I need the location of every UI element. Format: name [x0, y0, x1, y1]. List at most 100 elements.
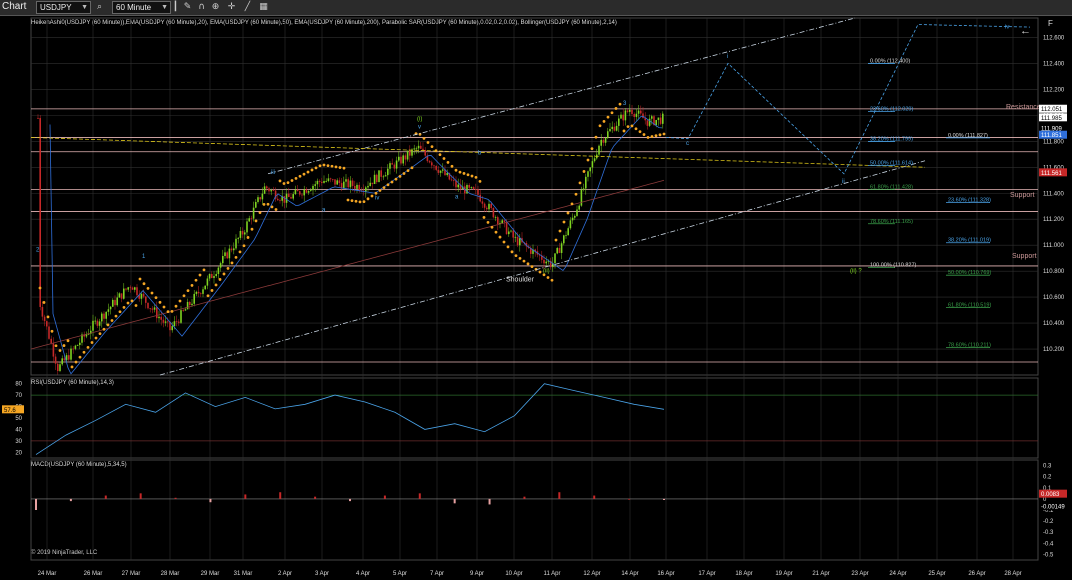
candle-body	[651, 116, 653, 119]
parabolic-sar-dot	[446, 161, 450, 164]
x-tick-label: 26 Mar	[84, 571, 103, 577]
wave-label: (i)	[417, 117, 422, 123]
wave-label: 2	[36, 248, 40, 254]
parabolic-sar-dot	[218, 278, 222, 281]
candle-body	[230, 248, 233, 251]
y-tick-label: 112.400	[1043, 61, 1065, 67]
x-tick-label: 14 Apr	[621, 571, 638, 577]
x-tick-label: 24 Mar	[38, 571, 57, 577]
drawing-tools-icon[interactable]: ╱	[244, 2, 251, 12]
candle-body	[70, 348, 72, 360]
parabolic-sar-dot	[618, 102, 622, 106]
parabolic-sar-dot	[74, 360, 78, 364]
candle-body	[167, 321, 169, 323]
parabolic-sar-dot	[274, 208, 278, 211]
candle-body	[200, 293, 202, 295]
candle-body	[74, 345, 77, 349]
candle-body	[325, 180, 327, 182]
candle-body	[338, 180, 341, 184]
back-arrow-icon[interactable]: ←	[1020, 25, 1031, 37]
candle-body	[563, 235, 565, 244]
ema-200-line	[30, 179, 665, 350]
candle-body	[281, 196, 283, 201]
candle-body	[268, 188, 270, 192]
fib-level-label: 38.20% (111.799)	[870, 136, 913, 142]
candle-body	[329, 178, 332, 180]
parabolic-sar-dot	[138, 277, 142, 281]
candle-body	[582, 188, 585, 190]
instrument-selector[interactable]: USDJPY ▼	[36, 1, 91, 14]
macd-y-tick-label: -0.5	[1043, 552, 1054, 558]
candle-body	[270, 190, 272, 192]
candle-body	[455, 180, 457, 188]
crosshair-icon[interactable]: ✛	[227, 2, 236, 12]
candle-body	[193, 293, 195, 304]
candle-body	[310, 190, 312, 192]
candle-body	[631, 109, 633, 115]
candle-body	[543, 259, 545, 264]
x-tick-label: 7 Apr	[430, 571, 444, 577]
parabolic-sar-dot	[614, 107, 618, 110]
candle-body	[497, 217, 499, 224]
candle-body	[208, 273, 211, 279]
parabolic-sar-dot	[270, 205, 274, 209]
candle-body	[228, 248, 231, 259]
parabolic-sar-dot	[394, 177, 398, 181]
candle-body	[442, 169, 444, 171]
parabolic-sar-dot	[410, 166, 414, 170]
y-tick-label: 111.400	[1043, 191, 1064, 197]
candle-body	[633, 114, 635, 117]
wave-label: c	[686, 141, 689, 147]
parabolic-sar-dot	[494, 230, 498, 234]
parabolic-sar-dot	[486, 220, 490, 224]
parabolic-sar-dot	[106, 323, 110, 327]
candle-body	[103, 313, 105, 319]
x-tick-label: 31 Mar	[234, 571, 253, 577]
parabolic-sar-dot	[630, 124, 634, 128]
fib-level-label: 78.60% (111.165)	[870, 219, 913, 225]
macd-histogram-bar	[349, 498, 351, 502]
x-tick-label: 12 Apr	[583, 571, 600, 577]
macd-value-label: -0.00149	[1041, 505, 1065, 511]
candle-body	[483, 203, 486, 208]
parabolic-sar-dot	[254, 219, 258, 223]
pencil-icon[interactable]: ✎	[183, 2, 192, 12]
parabolic-sar-dot	[194, 278, 198, 282]
wave-label: iv	[375, 196, 379, 202]
candlestick-icon[interactable]: ┃	[172, 2, 179, 12]
properties-icon[interactable]: ▦	[259, 2, 268, 12]
search-icon[interactable]: ⌕	[96, 2, 103, 12]
parabolic-sar-dot	[354, 199, 358, 203]
parabolic-sar-dot	[638, 130, 642, 134]
macd-histogram-bar	[104, 495, 107, 499]
zoom-icon[interactable]: ⊕	[211, 2, 220, 12]
magnet-icon[interactable]: ∩	[198, 2, 205, 12]
candle-body	[57, 363, 59, 372]
macd-histogram-bar	[488, 498, 491, 505]
annotation-label: Support	[1010, 192, 1035, 199]
candle-body	[393, 164, 396, 169]
chart-menu-label[interactable]: Chart	[2, 1, 27, 12]
price-label-box	[1039, 113, 1067, 122]
pane-corner-label[interactable]: F	[1048, 19, 1053, 28]
parabolic-sar-dot	[658, 133, 662, 137]
candle-body	[235, 238, 237, 249]
x-tick-label: 23 Apr	[851, 571, 868, 577]
parabolic-sar-dot	[622, 129, 626, 133]
parabolic-sar-dot	[338, 166, 342, 169]
candle-body	[147, 302, 149, 309]
wave-label: (ii)	[543, 268, 550, 274]
candle-body	[87, 333, 90, 335]
candle-body	[367, 185, 369, 188]
parabolic-sar-dot	[322, 163, 326, 167]
y-tick-label: 111.800	[1043, 139, 1064, 145]
interval-selector[interactable]: 60 Minute ▼	[112, 1, 171, 14]
candle-body	[314, 184, 316, 186]
candle-body	[345, 179, 347, 182]
macd-y-tick-label: -0.1	[1043, 508, 1054, 514]
instrument-value: USDJPY	[40, 3, 72, 12]
parabolic-sar-dot	[582, 170, 586, 173]
parabolic-sar-dot	[442, 157, 446, 160]
candle-body	[371, 182, 374, 184]
